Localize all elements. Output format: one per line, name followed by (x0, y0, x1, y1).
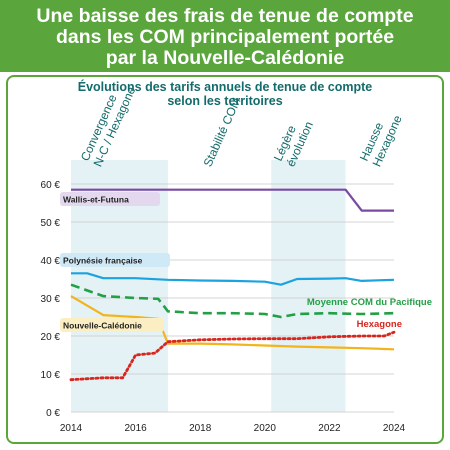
chart-subtitle-line-1: Évolutions des tarifs annuels de tenue d… (77, 80, 373, 94)
y-tick-label: 40 € (41, 256, 61, 267)
x-tick-label: 2014 (60, 423, 83, 434)
series-label-polynesie-francaise: Polynésie française (63, 256, 143, 266)
period-label-1: Stabilité COM (201, 96, 244, 169)
x-tick-label: 2016 (124, 423, 147, 434)
period-label-line: Stabilité COM (201, 96, 244, 169)
y-tick-label: 50 € (41, 218, 61, 229)
series-label-box-wallis-et-futuna (60, 192, 160, 206)
y-tick-label: 60 € (41, 180, 61, 191)
series-label-moyenne-com-du-pacifique: Moyenne COM du Pacifique (307, 297, 432, 308)
y-tick-label: 10 € (41, 370, 61, 381)
period-band-2 (271, 160, 346, 412)
series-label-box-polynesie-francaise (60, 253, 170, 267)
series-line-moyenne-com-du-pacifique (70, 283, 395, 319)
headline-banner: Une baisse des frais de tenue de compte … (0, 0, 450, 72)
x-tick-label: 2022 (318, 423, 341, 434)
series-line-polynesie-francaise (71, 272, 395, 286)
series-label-nouvelle-caledonie: Nouvelle-Calédonie (63, 321, 142, 331)
series-line-nouvelle-caledonie (70, 295, 395, 351)
headline-line-3: par la Nouvelle-Calédonie (105, 47, 345, 69)
period-label-0: ConvergenceN-C / Hexagone (78, 79, 139, 169)
y-tick-label: 30 € (41, 294, 61, 305)
x-tick-label: 2018 (189, 423, 212, 434)
chart-subtitle-line-2: selon les territoires (167, 94, 283, 108)
y-tick-label: 0 € (46, 408, 60, 419)
series-line-hexagone (69, 330, 396, 382)
period-label-3: HausseHexagone (357, 107, 405, 169)
series-label-wallis-et-futuna: Wallis-et-Futuna (63, 195, 129, 205)
y-tick-label: 20 € (41, 332, 61, 343)
series-label-box-nouvelle-caledonie (60, 318, 164, 332)
series-label-hexagone: Hexagone (357, 319, 402, 330)
x-tick-label: 2020 (254, 423, 277, 434)
headline-line-2: dans les COM principalement portée (55, 26, 395, 48)
series-line-wallis-et-futuna (71, 188, 394, 212)
x-tick-label: 2024 (383, 423, 406, 434)
headline-line-1: Une baisse des frais de tenue de compte (36, 5, 414, 27)
chart-subtitle: Évolutions des tarifs annuels de tenue d… (0, 80, 450, 108)
